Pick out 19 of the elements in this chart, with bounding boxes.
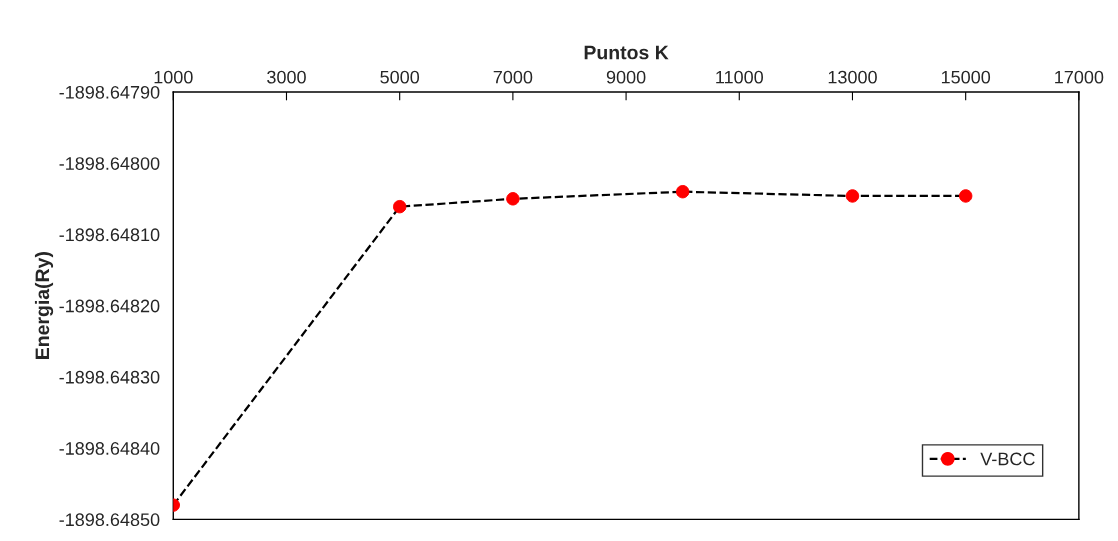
x-tick-label: 3000 bbox=[267, 70, 306, 84]
x-tick-label: 1000 bbox=[154, 70, 193, 84]
y-tick-label: -1898.64850 bbox=[59, 513, 160, 527]
x-tick-label: 9000 bbox=[606, 70, 646, 84]
y-tick-label: -1898.64800 bbox=[59, 157, 160, 170]
y-tick-label: -1898.64810 bbox=[59, 228, 160, 242]
y-tick-label: -1898.64830 bbox=[59, 370, 160, 384]
x-tick-label: 7000 bbox=[493, 70, 533, 84]
x-axis-title: Puntos K bbox=[584, 45, 669, 60]
y-axis-title: Energia(Ry) bbox=[34, 252, 54, 359]
y-tick-label: -1898.64840 bbox=[59, 442, 160, 455]
x-tick-label: 17000 bbox=[1055, 70, 1104, 84]
x-tick-label: 15000 bbox=[941, 70, 991, 84]
x-tick-label: 13000 bbox=[828, 70, 877, 84]
y-tick-label: -1898.64820 bbox=[59, 299, 160, 313]
x-tick-label: 11000 bbox=[716, 70, 764, 84]
y-tick-label: -1898.64790 bbox=[59, 85, 160, 99]
x-tick-label: 5000 bbox=[380, 70, 420, 84]
legend-label: V-BCC bbox=[980, 452, 1035, 466]
